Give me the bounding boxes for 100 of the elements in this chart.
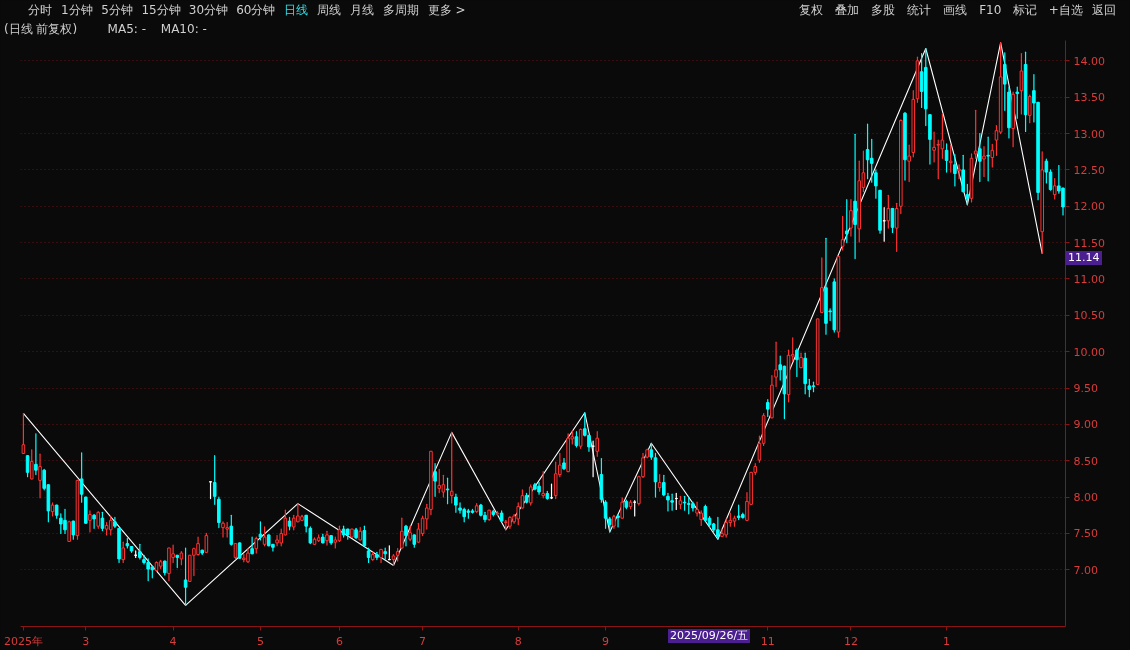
candlestick <box>400 517 404 549</box>
text: 多股 <box>871 3 896 18</box>
y-tick-label: 10.00 <box>1073 345 1105 359</box>
candlestick <box>1003 52 1007 111</box>
candlestick <box>217 496 221 529</box>
text: 30分钟 <box>188 3 229 18</box>
candlestick <box>250 536 254 555</box>
candlestick <box>795 348 799 377</box>
candlestick <box>724 518 728 538</box>
text: 多周期 <box>382 3 419 18</box>
y-tick-label: 13.00 <box>1073 127 1105 141</box>
x-tick-label: 11 <box>760 634 775 648</box>
candlestick <box>92 513 96 529</box>
candlestick <box>67 520 71 543</box>
candlestick <box>404 524 408 547</box>
text: 更多 > <box>427 3 466 18</box>
candlestick <box>88 510 92 533</box>
candlestick <box>944 143 949 173</box>
candlestick <box>1027 94 1032 124</box>
text: MA5: - <box>107 22 146 37</box>
candlestick <box>38 453 42 499</box>
x-tick-label: 12 <box>843 634 858 648</box>
candlestick <box>196 536 200 556</box>
candlestick <box>362 525 367 547</box>
y-tick-label: 9.50 <box>1073 382 1098 396</box>
y-tick-label: 14.00 <box>1073 54 1105 68</box>
line-series <box>22 42 1043 606</box>
candlestick <box>1061 187 1065 216</box>
candlestick <box>869 138 874 183</box>
candlestick <box>454 493 458 513</box>
candlestick <box>670 493 674 511</box>
y-tick-label: 9.00 <box>1073 418 1098 432</box>
candlestick <box>853 133 857 260</box>
candlestick <box>616 513 620 528</box>
candlestick <box>886 194 891 229</box>
x-tick-label: 1 <box>943 634 951 648</box>
candlestick <box>262 526 267 547</box>
text: 2025/09/26/五 <box>668 629 751 643</box>
text: 日线 <box>283 3 308 18</box>
y-tick-label: 12.50 <box>1073 163 1105 177</box>
candlestick <box>25 455 30 478</box>
candlestick <box>79 452 84 503</box>
candlestick <box>948 144 953 173</box>
text: 画线 <box>943 3 968 18</box>
text: 分时 <box>28 3 52 18</box>
candlestick <box>961 154 965 193</box>
candlestick <box>121 541 125 564</box>
candlestick <box>695 501 699 517</box>
candlestick <box>146 558 150 582</box>
candlestick <box>204 532 209 553</box>
candlestick <box>528 484 533 506</box>
x-tick-label: 6 <box>335 634 343 648</box>
candlestick <box>840 215 845 251</box>
x-tick-label: 8 <box>514 634 522 648</box>
chart-title: (日线 前复权) <box>4 22 78 37</box>
candlestick <box>1019 52 1024 115</box>
text: MA10: - <box>160 22 207 37</box>
candlestick <box>973 109 978 159</box>
text: 11.14 <box>1066 251 1102 265</box>
y-tick-label: 7.00 <box>1073 563 1098 577</box>
candlestick <box>953 154 957 187</box>
x-tick-label: 2025年 <box>3 634 43 648</box>
text: 60分钟 <box>236 3 276 18</box>
candlestick <box>416 522 421 543</box>
candlestick <box>990 143 995 168</box>
text: 返回 <box>1092 3 1116 18</box>
candlestick <box>603 500 608 529</box>
candlestick <box>63 508 67 535</box>
candlestick <box>919 52 924 108</box>
candlestick <box>100 511 105 532</box>
text: F10 <box>979 3 1002 18</box>
candlestick <box>932 131 936 163</box>
candlestick <box>578 428 583 449</box>
candlestick <box>849 199 853 237</box>
x-tick-label: 4 <box>169 634 177 648</box>
candlestick <box>437 468 442 494</box>
candlestick <box>1052 178 1057 200</box>
candlestick <box>445 477 450 505</box>
candlestick <box>229 514 234 546</box>
x-tick-label: 7 <box>419 634 427 648</box>
candlestick <box>275 535 279 547</box>
candlestick <box>449 431 454 504</box>
text: 15分钟 <box>141 3 181 18</box>
x-tick-label: 3 <box>82 634 90 648</box>
y-tick-label: 11.50 <box>1073 236 1105 250</box>
x-tick-label: 5 <box>256 634 264 648</box>
text: 叠加 <box>835 3 860 18</box>
candlestick <box>258 521 263 541</box>
y-tick-label: 8.00 <box>1073 491 1098 505</box>
candlestick <box>982 146 986 178</box>
candlestick <box>221 521 225 538</box>
y-tick-label: 13.50 <box>1073 91 1105 105</box>
text: 复权 <box>799 3 824 18</box>
text: 标记 <box>1012 3 1037 18</box>
candlestick <box>957 164 961 180</box>
text: 周线 <box>316 3 341 18</box>
y-tick-label: 7.50 <box>1073 527 1098 541</box>
candlestick <box>34 433 38 476</box>
y-tick-label: 10.50 <box>1073 309 1105 323</box>
candlestick <box>978 132 982 183</box>
